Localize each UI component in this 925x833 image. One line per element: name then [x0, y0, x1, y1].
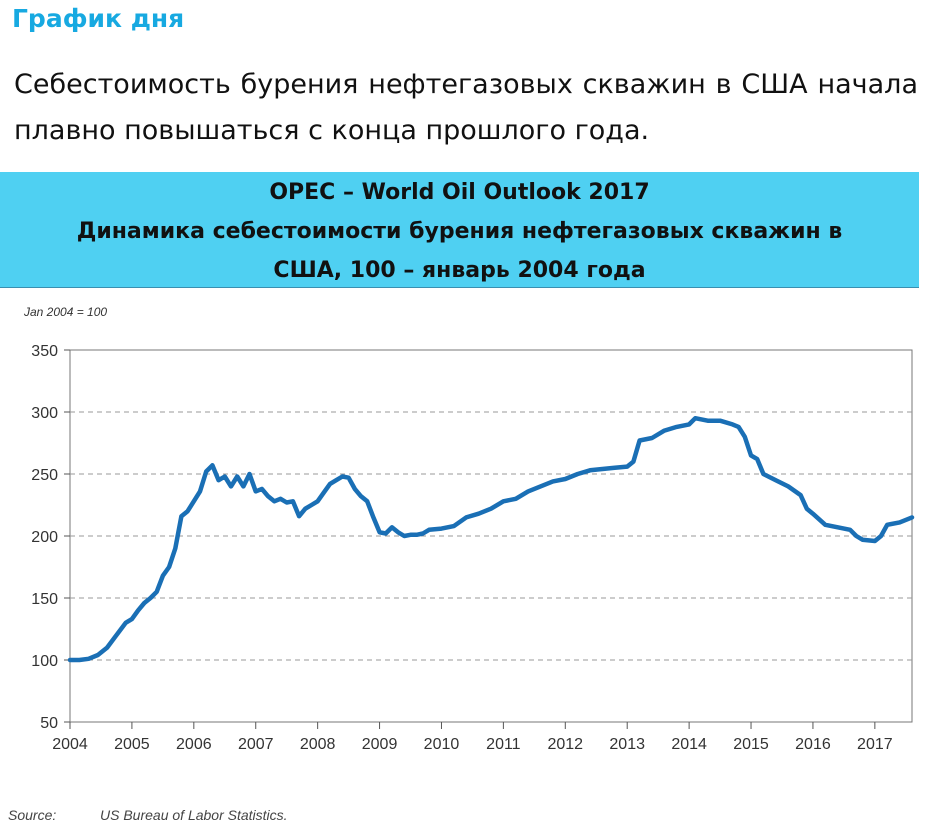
- x-tick-label-2007: 2007: [238, 736, 274, 753]
- line-chart: 50 100 150 200 250 300 350 2004 2005 2006 2007 2008…: [31, 343, 915, 753]
- page-heading: График дня: [12, 4, 185, 33]
- y-tick-label-100: 100: [31, 653, 58, 670]
- source-label: Source:: [8, 807, 57, 823]
- series-layer: [67, 415, 915, 663]
- x-tick-label-2004: 2004: [52, 736, 88, 753]
- x-tick-label-2006: 2006: [176, 736, 212, 753]
- x-tick-label-2008: 2008: [300, 736, 336, 753]
- x-tick-label-2012: 2012: [547, 736, 583, 753]
- x-tick-label-2005: 2005: [114, 736, 150, 753]
- x-tick-label-2011: 2011: [486, 736, 521, 753]
- x-tick-label-2014: 2014: [671, 736, 707, 753]
- x-tick-label-2013: 2013: [609, 736, 645, 753]
- x-tick-label-2015: 2015: [733, 736, 769, 753]
- y-tick-label-50: 50: [40, 715, 58, 732]
- x-tick-label-2016: 2016: [795, 736, 831, 753]
- chart-title-line-3: США, 100 – январь 2004 года: [273, 258, 646, 283]
- series-line-0: [67, 415, 915, 663]
- index-base-note: Jan 2004 = 100: [24, 305, 108, 319]
- chart-title-banner: OPEC – World Oil Outlook 2017 Динамика с…: [0, 172, 919, 288]
- y-tick-label-150: 150: [31, 591, 58, 608]
- y-tick-label-350: 350: [31, 343, 58, 360]
- y-tick-label-250: 250: [31, 467, 58, 484]
- source-text: US Bureau of Labor Statistics.: [100, 807, 288, 823]
- x-tick-label-2009: 2009: [362, 736, 398, 753]
- y-tick-label-300: 300: [31, 405, 58, 422]
- lead-paragraph: Себестоимость бурения нефтегазовых скваж…: [14, 69, 918, 146]
- y-tick-label-200: 200: [31, 529, 58, 546]
- source-note: Source: US Bureau of Labor Statistics.: [8, 807, 288, 823]
- chart-title-line-1: OPEC – World Oil Outlook 2017: [269, 180, 650, 205]
- x-tick-label-2010: 2010: [424, 736, 460, 753]
- grid-layer: [69, 349, 913, 723]
- chart-title-line-2: Динамика себестоимости бурения нефтегазо…: [76, 219, 843, 244]
- x-tick-label-2017: 2017: [857, 736, 893, 753]
- axis-layer: 50 100 150 200 250 300 350 2004 2005 2006 2007 2008…: [31, 343, 892, 753]
